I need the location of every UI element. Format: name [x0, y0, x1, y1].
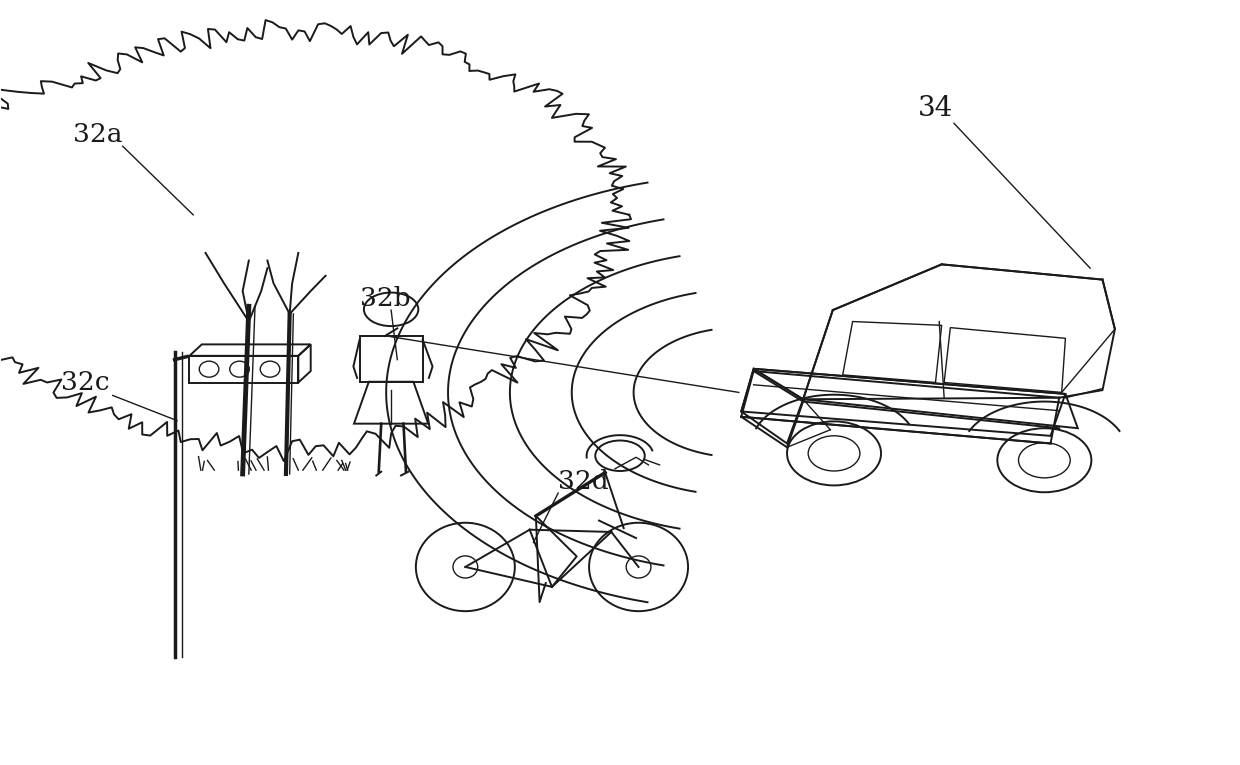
- Text: 32d: 32d: [558, 469, 609, 494]
- Text: 34: 34: [918, 95, 954, 122]
- Text: 32c: 32c: [61, 370, 109, 395]
- Text: 32a: 32a: [73, 122, 123, 148]
- Text: 32b: 32b: [360, 286, 410, 311]
